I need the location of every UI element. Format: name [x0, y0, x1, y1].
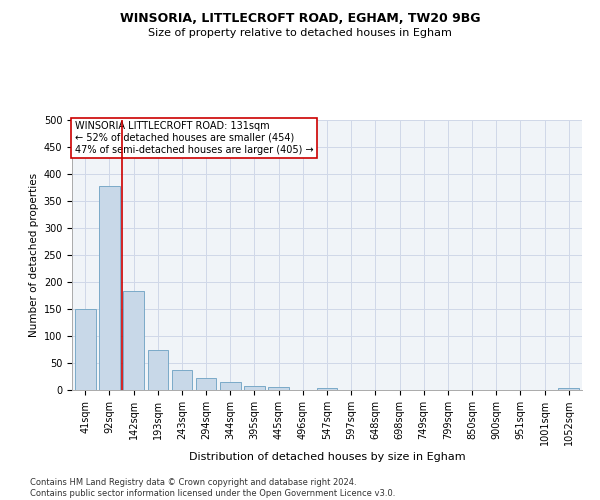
Bar	[317, 388, 337, 390]
Y-axis label: Number of detached properties: Number of detached properties	[29, 173, 40, 337]
Bar	[244, 386, 265, 390]
Bar	[75, 309, 95, 390]
Text: Contains HM Land Registry data © Crown copyright and database right 2024.
Contai: Contains HM Land Registry data © Crown c…	[30, 478, 395, 498]
Bar	[172, 370, 192, 390]
Text: WINSORIA LITTLECROFT ROAD: 131sqm
← 52% of detached houses are smaller (454)
47%: WINSORIA LITTLECROFT ROAD: 131sqm ← 52% …	[74, 122, 313, 154]
Bar	[268, 388, 289, 390]
Bar	[124, 291, 144, 390]
Bar	[196, 378, 217, 390]
Bar	[99, 186, 120, 390]
Bar	[559, 388, 579, 390]
X-axis label: Distribution of detached houses by size in Egham: Distribution of detached houses by size …	[188, 452, 466, 462]
Text: Size of property relative to detached houses in Egham: Size of property relative to detached ho…	[148, 28, 452, 38]
Bar	[148, 350, 168, 390]
Text: WINSORIA, LITTLECROFT ROAD, EGHAM, TW20 9BG: WINSORIA, LITTLECROFT ROAD, EGHAM, TW20 …	[120, 12, 480, 26]
Bar	[220, 382, 241, 390]
